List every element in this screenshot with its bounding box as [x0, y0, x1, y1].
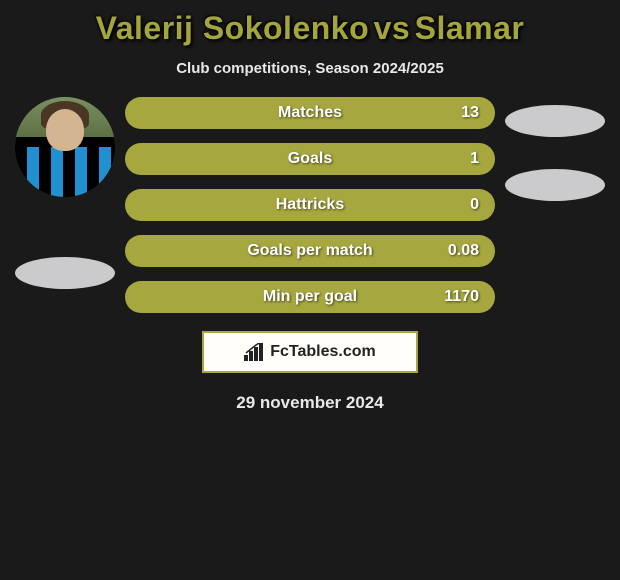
- subtitle: Club competitions, Season 2024/2025: [0, 52, 620, 97]
- title-player2: Slamar: [415, 10, 525, 46]
- stats-column: Matches 13 Goals 1 Hattricks 0 Goals per…: [120, 97, 500, 313]
- stat-bar-matches: Matches 13: [125, 97, 495, 129]
- content-row: Matches 13 Goals 1 Hattricks 0 Goals per…: [0, 97, 620, 313]
- stat-bar-min-per-goal: Min per goal 1170: [125, 281, 495, 313]
- stat-value: 13: [461, 104, 479, 122]
- title-vs: vs: [374, 10, 411, 46]
- left-column: [10, 97, 120, 289]
- stat-label: Matches: [278, 104, 342, 122]
- player2-placeholder-ellipse: [505, 105, 605, 137]
- player2-placeholder-ellipse: [505, 169, 605, 201]
- stat-label: Hattricks: [276, 196, 344, 214]
- stat-value: 1: [470, 150, 479, 168]
- stat-value: 0.08: [448, 242, 479, 260]
- stat-label: Goals: [288, 150, 332, 168]
- stat-value: 0: [470, 196, 479, 214]
- stat-value: 1170: [444, 288, 479, 306]
- title-block: Valerij Sokolenko vs Slamar: [0, 0, 620, 52]
- bar-chart-icon: [244, 343, 264, 361]
- right-column: [500, 97, 610, 201]
- player1-avatar: [15, 97, 115, 197]
- logo-text: FcTables.com: [270, 343, 376, 361]
- player1-placeholder-ellipse: [15, 257, 115, 289]
- stat-label: Min per goal: [263, 288, 357, 306]
- title-player1: Valerij Sokolenko: [96, 10, 370, 46]
- stat-bar-goals: Goals 1: [125, 143, 495, 175]
- stat-bar-hattricks: Hattricks 0: [125, 189, 495, 221]
- comparison-card: Valerij Sokolenko vs Slamar Club competi…: [0, 0, 620, 433]
- stat-label: Goals per match: [247, 242, 372, 260]
- date-text: 29 november 2024: [0, 373, 620, 433]
- logo-box: FcTables.com: [202, 331, 418, 373]
- stat-bar-goals-per-match: Goals per match 0.08: [125, 235, 495, 267]
